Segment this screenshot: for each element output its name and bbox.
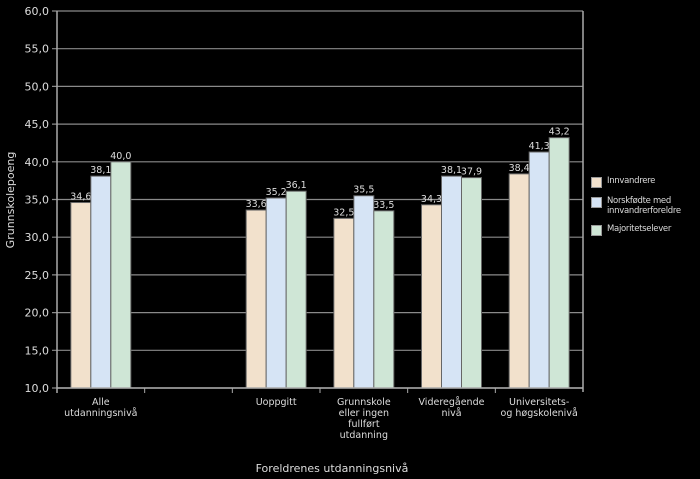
bar [548, 137, 570, 389]
x-axis-title: Foreldrenes utdanningsnivå [256, 462, 409, 475]
y-tick-label: 15,0 [25, 344, 50, 357]
bar [245, 209, 267, 389]
bar [421, 204, 442, 389]
bar [265, 197, 287, 389]
legend-item-majoritetselever: Majoritetselever [591, 224, 700, 236]
bars: 34,6 38,1 40,0 33,635,236,1 32,5 35,5 33,5 34,3… [70, 127, 570, 389]
bar [90, 175, 112, 389]
y-tick-label: 20,0 [25, 307, 50, 320]
bar-value-label: 36,1 [286, 180, 307, 191]
bar [528, 151, 550, 389]
bar-value-label: 32,5 [333, 207, 354, 218]
bar-value-label: 33,5 [373, 200, 394, 211]
gridlines [52, 10, 583, 389]
bar [110, 161, 132, 389]
legend-swatch [591, 177, 602, 188]
x-tick-label: Universitets- [509, 397, 569, 408]
y-tick-label: 40,0 [25, 156, 50, 169]
y-tick-label: 10,0 [25, 382, 50, 395]
bar-value-label: 33,6 [246, 199, 267, 210]
bar-value-label: 37,9 [461, 167, 482, 178]
bar [508, 173, 530, 389]
y-tick-label: 60,0 [25, 5, 50, 18]
x-tick-label: utdanningsnivå [64, 408, 137, 419]
bar-value-label: 34,3 [421, 194, 442, 205]
y-tick-label: 25,0 [25, 269, 50, 282]
bar-value-label: 35,2 [266, 187, 287, 198]
legend-label: Innvandrere [607, 176, 656, 186]
bar [441, 175, 462, 389]
legend-label: Majoritetselever [607, 224, 672, 234]
legend-swatch [591, 197, 602, 208]
bar [353, 195, 375, 389]
legend: Innvandrere Norskfødte med innvandrerfor… [591, 176, 700, 244]
x-tick-label: Alle [92, 397, 110, 408]
bar [333, 217, 355, 389]
bar [70, 202, 92, 389]
bar-value-label: 35,5 [353, 185, 374, 196]
legend-item-innvandrere: Innvandrere [591, 176, 700, 188]
x-tick-label: og høgskolenivå [501, 408, 578, 419]
bar-value-label: 43,2 [549, 127, 570, 138]
x-tick-label: Videregående [419, 397, 485, 408]
x-tick-label: Uoppgitt [256, 397, 297, 408]
y-tick-label: 50,0 [25, 80, 50, 93]
y-axis: 10,0 15,0 20,0 25,0 30,0 35,0 40,0 45,0 50,0 55,0… [25, 5, 584, 395]
y-tick-label: 30,0 [25, 231, 50, 244]
bar-value-label: 41,3 [529, 141, 550, 152]
bar-value-label: 38,1 [441, 165, 462, 176]
bar [461, 177, 482, 389]
x-tick-label: eller ingen [339, 408, 389, 419]
bar-value-label: 38,4 [509, 163, 530, 174]
legend-item-norskfodte: Norskfødte med innvandrerforeldre [591, 196, 700, 216]
bar-value-label: 40,0 [110, 151, 131, 162]
bar [373, 210, 395, 389]
y-tick-label: 35,0 [25, 194, 50, 207]
bar-value-label: 34,6 [70, 192, 91, 203]
x-tick-label: fullført [348, 419, 380, 430]
legend-label: Norskfødte med innvandrerforeldre [607, 196, 681, 216]
legend-swatch [591, 225, 602, 236]
y-tick-label: 55,0 [25, 43, 50, 56]
y-axis-title: Grunnskolepoeng [4, 152, 17, 249]
x-tick-label: utdanning [340, 430, 388, 441]
bar-value-label: 38,1 [90, 165, 111, 176]
bar [285, 190, 307, 389]
y-tick-label: 45,0 [25, 118, 50, 131]
x-tick-label: nivå [441, 408, 461, 419]
x-tick-label: Grunnskole [337, 397, 391, 408]
